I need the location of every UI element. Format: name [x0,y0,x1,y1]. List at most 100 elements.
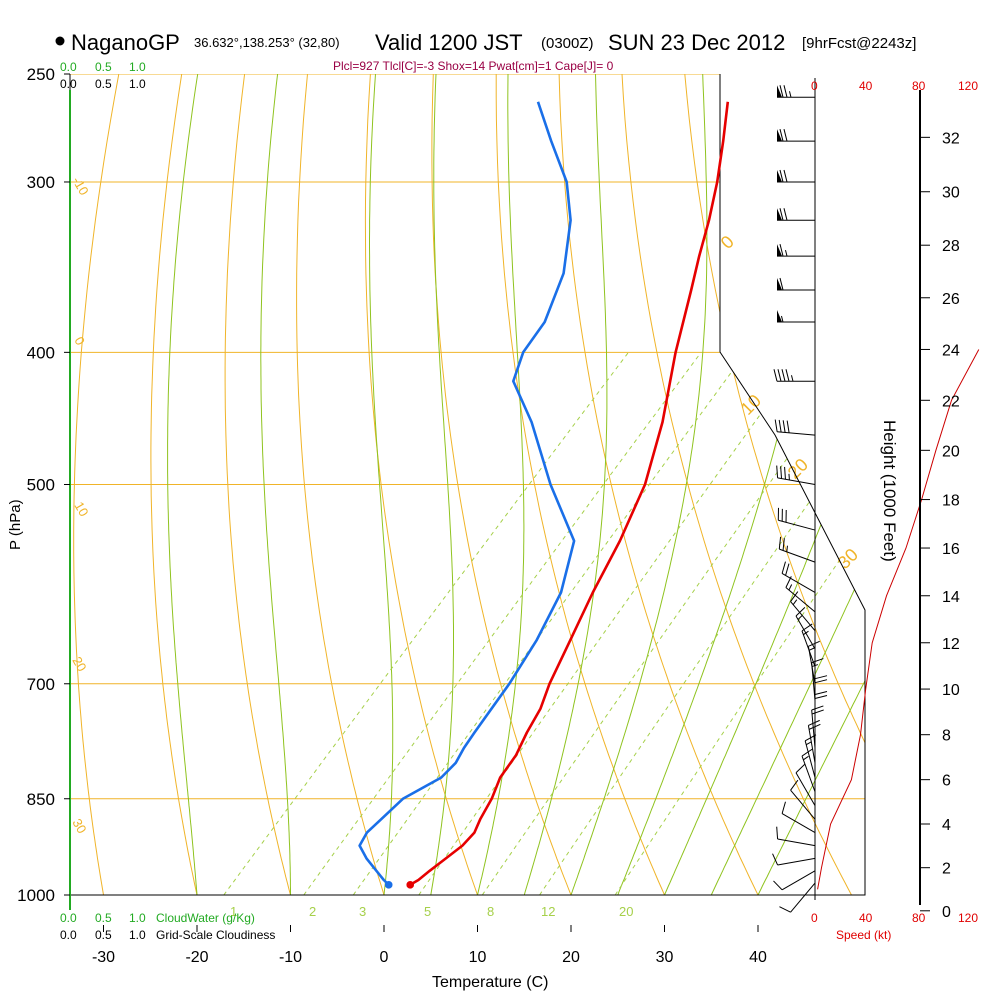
mixing-ratio-line-3 [352,352,747,895]
dry-adiabat-line [150,74,198,895]
bottom-cloudiness-tick: 0.5 [95,928,112,942]
moist-adiabat-line [260,74,291,895]
speed-tick-bottom: 80 [912,911,926,925]
wind-barb-staff [785,587,816,613]
height-tick-label: 12 [942,636,960,653]
wind-barb [777,507,816,531]
valid-utc: (0300Z) [541,35,594,52]
speed-tick-bottom: 0 [811,911,818,925]
wind-barb [772,853,816,866]
wind-barb [785,576,816,613]
wind-barb-half-flag [788,584,793,591]
wind-barb-flag [814,690,828,695]
wind-barb [773,870,816,891]
wind-barb-flag [795,763,806,774]
speed-tick-top: 40 [859,79,873,93]
wind-speed-line [817,349,980,890]
temperature-tick-label: 10 [469,949,487,966]
bottom-cloudwater-tick: 1.0 [129,911,146,925]
dry-adiabat-line [224,74,291,895]
moist-adiabat-line [523,74,608,895]
wind-barb-staff [804,740,816,778]
height-tick-label: 14 [942,589,960,606]
wind-barb-staff [811,709,816,748]
wind-barb [795,607,816,650]
wind-barb [777,208,815,221]
wind-barb-flag [814,694,828,699]
isobar-lines [70,74,865,895]
mixing-ratio-line-2 [303,352,702,895]
mixing-ratio-label-2: 2 [309,904,316,919]
height-tick-label: 0 [942,904,951,921]
wind-barb [773,369,815,382]
height-tick-label: 4 [942,817,951,834]
wind-barb-half-flag [803,630,809,636]
wind-barb-pennant [777,85,782,98]
dry-adiabat-line [495,74,665,895]
height-tick-label: 20 [942,443,960,460]
dry-adiabat-label: 0 [71,334,88,348]
wind-barbs [772,85,828,913]
wind-barb-flag [779,277,784,291]
station-marker-icon [55,36,65,46]
wind-barb-flag [780,466,783,479]
wind-barb-flag [785,369,790,382]
moist-adiabat-line [664,74,865,895]
mixing-ratio-label-5: 5 [424,904,431,919]
temperature-profile-line [409,101,730,886]
wind-barb-flag [782,538,785,551]
dry-adiabat-line [431,74,572,895]
pressure-axis-title: P (hPa) [7,499,24,550]
station-coords: 36.632°,138.253° (32,80) [194,35,340,50]
wind-barb-flag [808,719,820,726]
dry-adiabat-line [621,74,852,895]
temperature-axis-title: Temperature (C) [432,974,548,991]
temperature-tick-label: 30 [656,949,674,966]
wind-barb-staff [795,772,816,806]
wind-barb-flag [774,419,778,432]
wind-barb [779,882,816,913]
cloudiness-title: Grid-Scale Cloudiness [156,928,275,942]
wind-barb-flag [801,748,813,757]
wind-barb [777,85,815,98]
wind-barb-flag [779,169,784,183]
dry-adiabat-line [558,74,759,895]
wind-barb-half-flag [792,599,798,605]
wind-barb-staff [778,519,816,531]
wind-barb-flag [783,85,788,98]
wind-barb-flag [811,658,824,664]
moist-adiabat-line [570,74,708,895]
wind-barb-staff [795,615,816,650]
wind-barb-flag [785,576,792,588]
pressure-tick-label: 250 [27,65,55,84]
speed-tick-bottom: 40 [859,911,873,925]
wind-barb-half-flag [785,249,788,257]
pressure-tick-label: 400 [27,343,55,362]
wind-barb [777,309,815,323]
pressure-axis: 250 300 400 500 700 850 1000 [17,65,70,905]
wind-barb-staff [781,573,816,593]
mixing-ratio-line-8 [481,352,863,895]
dewpoint-surface-point [384,881,393,889]
station-name: NaganoGP [71,30,180,55]
mixing-ratio-label-8: 8 [487,904,494,919]
wind-barb-flag [781,801,786,814]
wind-barb-flag [811,709,824,715]
wind-barb-flag [808,723,821,730]
wind-barb-pennant [777,309,782,322]
wind-barb [795,763,816,806]
top-cloudwater-tick: 0.5 [95,60,112,74]
wind-barb [774,419,816,436]
dry-adiabat-label: 10 [71,499,91,519]
wind-barb-flag [783,169,788,183]
temperature-surface-point [406,881,415,889]
wind-barb-half-flag [805,741,812,746]
wind-barb-flag [779,906,791,913]
wind-barb-flag [777,369,782,382]
mixing-ratio-lines [223,351,865,895]
wind-barb [807,719,821,763]
bottom-cloudwater-tick: 0.5 [95,911,112,925]
speed-tick-top: 120 [958,79,978,93]
wind-barb-staff [807,725,816,763]
pressure-tick-label: 1000 [17,886,55,905]
